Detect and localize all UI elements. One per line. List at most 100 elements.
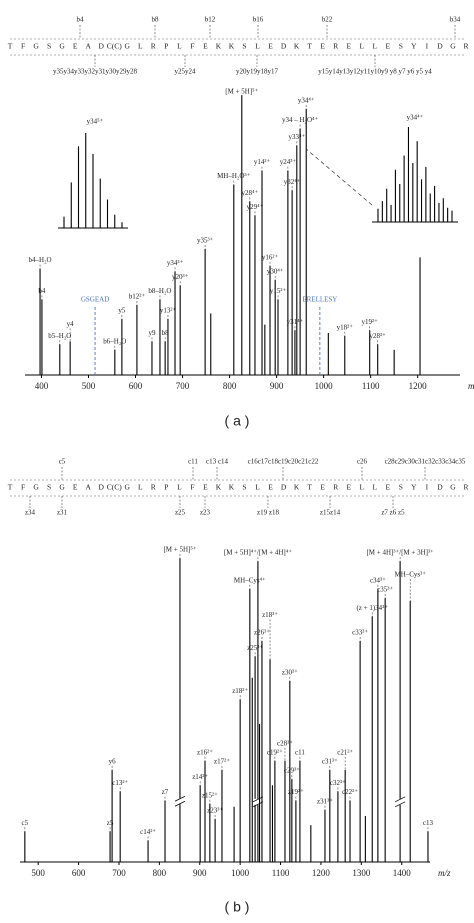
residue: D bbox=[281, 483, 287, 492]
peak-label: z25³⁺ bbox=[247, 644, 263, 652]
peak-label: c14²⁺ bbox=[140, 828, 156, 836]
bottom-ion-label: z25 bbox=[175, 509, 186, 517]
peak-label: c35³⁺ bbox=[377, 586, 393, 594]
peak-label: y19²⁺ bbox=[362, 318, 379, 326]
peak-label: c29³⁺ bbox=[284, 767, 300, 775]
residue: G bbox=[125, 483, 131, 492]
axis-break-gap bbox=[252, 798, 263, 805]
residue: Y bbox=[411, 42, 417, 51]
inset-connector bbox=[305, 148, 373, 206]
residue: T bbox=[307, 483, 312, 492]
bottom-ion-label: z7 z6 z5 bbox=[381, 509, 405, 517]
residue: G bbox=[33, 483, 39, 492]
residue: Y bbox=[411, 483, 417, 492]
residue: L bbox=[373, 483, 378, 492]
residue: F bbox=[190, 483, 194, 492]
residue: G bbox=[59, 483, 65, 492]
top-ion-label: b8 bbox=[152, 16, 160, 24]
peak-label: z14²⁺ bbox=[192, 773, 208, 781]
residue: L bbox=[255, 483, 260, 492]
residue: E bbox=[346, 42, 351, 51]
bottom-ion-label: z34 bbox=[25, 509, 36, 517]
bottom-ion-label: y20y19y18y17 bbox=[236, 68, 279, 76]
axis-break bbox=[394, 801, 406, 808]
axis-break bbox=[174, 800, 186, 807]
peak-label: z23³⁺ bbox=[207, 807, 223, 815]
peak-label: y4 bbox=[67, 320, 75, 328]
peak-label: c5 bbox=[22, 819, 29, 827]
peak-label: z31³⁺ bbox=[317, 797, 333, 805]
peak-label: c32³⁺ bbox=[330, 779, 346, 787]
residue: T bbox=[307, 42, 312, 51]
residue: I bbox=[426, 42, 429, 51]
peak-label: MH–H₂O⁵⁺ bbox=[217, 172, 251, 180]
peak-label: y14²⁺ bbox=[254, 158, 271, 166]
residue: I bbox=[426, 483, 429, 492]
axis-break-gap bbox=[395, 798, 406, 805]
residue: A bbox=[85, 42, 91, 51]
residue: G bbox=[450, 483, 456, 492]
residue: L bbox=[177, 483, 182, 492]
x-tick-label: 500 bbox=[31, 868, 45, 878]
peak-label: (z + 1)34³⁺ bbox=[356, 604, 388, 612]
x-tick-label: 1200 bbox=[312, 868, 331, 878]
peak-label: y13²⁺ bbox=[160, 307, 177, 315]
peak-label: b8–H₂O bbox=[148, 287, 171, 295]
peak-label: b4–H₂O bbox=[29, 256, 52, 264]
peak-label: y33⁴⁺ bbox=[288, 133, 305, 141]
top-ion-label: c13 c14 bbox=[206, 458, 228, 466]
top-ion-label: c5 bbox=[59, 458, 66, 466]
top-ion-label: c16c17c18c19c20c21c22 bbox=[248, 458, 319, 466]
top-ion-label: b34 bbox=[450, 16, 461, 24]
peak-label: [M + 5H]⁵⁺ bbox=[225, 88, 258, 96]
peak-label: z19²⁺ bbox=[288, 788, 304, 796]
axis-break bbox=[252, 796, 264, 803]
residue: K bbox=[294, 483, 300, 492]
peak-label: z15²⁺ bbox=[202, 791, 218, 799]
residue: S bbox=[47, 483, 51, 492]
residue: E bbox=[320, 483, 325, 492]
peak-label: c28³⁺ bbox=[277, 739, 293, 747]
bottom-ion-label: z15z14 bbox=[320, 509, 341, 517]
residue: D bbox=[98, 42, 104, 51]
residue: C(C) bbox=[107, 483, 123, 492]
x-axis-label: m/z bbox=[468, 381, 474, 391]
residue: L bbox=[255, 42, 260, 51]
bottom-ion-label: z31 bbox=[57, 509, 68, 517]
residue: E bbox=[268, 483, 273, 492]
peak-label: z16²⁺ bbox=[197, 748, 213, 756]
peak-label: y35³⁺ bbox=[197, 237, 214, 245]
inset-label: y34⁴⁺ bbox=[407, 114, 424, 122]
peak-label: y34 – H₂O⁴⁺ bbox=[282, 116, 318, 124]
x-tick-label: 1300 bbox=[352, 868, 371, 878]
residue: D bbox=[281, 42, 287, 51]
peak-label: y34⁴⁺ bbox=[298, 97, 315, 105]
peak-label: MH–Cys³⁺ bbox=[394, 571, 426, 579]
residue: R bbox=[463, 483, 468, 492]
x-tick-label: 600 bbox=[129, 381, 143, 391]
residue: E bbox=[203, 483, 208, 492]
axis-break bbox=[252, 801, 264, 808]
peak-label: [M + 5H]⁵⁺ bbox=[163, 546, 196, 554]
peak-label: z26³⁺ bbox=[254, 629, 270, 637]
residue: D bbox=[98, 483, 104, 492]
residue: L bbox=[177, 42, 182, 51]
peak-label: y34³⁺ bbox=[167, 259, 184, 267]
top-ion-label: c11 bbox=[188, 458, 198, 466]
residue: R bbox=[463, 42, 468, 51]
bottom-ion-label: y25y24 bbox=[175, 68, 197, 76]
residue: F bbox=[21, 42, 25, 51]
residue: E bbox=[386, 483, 391, 492]
residue: G bbox=[125, 42, 131, 51]
peak-label: y18²⁺ bbox=[337, 323, 354, 331]
axis-break-gap bbox=[174, 798, 185, 805]
peak-label: y28³⁺ bbox=[370, 332, 387, 340]
top-ion-label: b16 bbox=[253, 16, 264, 24]
x-tick-label: 900 bbox=[193, 868, 207, 878]
peak-label: [M + 5H]⁴⁺/[M + 4H]⁴⁺ bbox=[224, 549, 292, 557]
peak-label: MH–Cys⁴⁺ bbox=[234, 576, 266, 584]
peak-label: y32⁴⁺ bbox=[284, 178, 301, 186]
x-tick-label: 800 bbox=[153, 868, 167, 878]
peak-label: c31³⁺ bbox=[322, 758, 338, 766]
residue: F bbox=[190, 42, 194, 51]
